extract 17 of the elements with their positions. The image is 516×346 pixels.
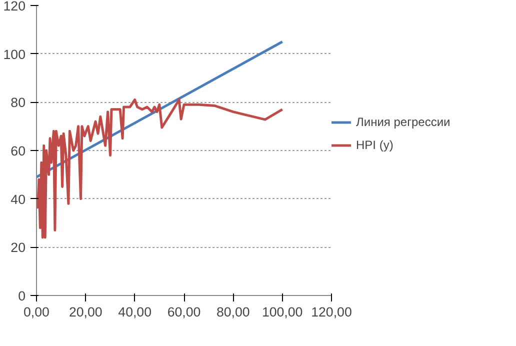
y-tick-label: 80 (10, 95, 26, 110)
y-tick-label: 60 (10, 144, 26, 158)
legend-label: HPI (y) (356, 138, 394, 152)
x-tick-label: 20,00 (68, 304, 102, 320)
x-tick-label: 40,00 (118, 304, 152, 320)
y-tick-label: 0 (18, 288, 26, 304)
x-tick-label: 60,00 (167, 304, 201, 320)
x-tick-label: 80,00 (216, 304, 250, 320)
x-tick-label: 0,00 (24, 304, 50, 320)
y-tick-label: 40 (10, 192, 26, 207)
x-tick-label: 100,00 (262, 304, 303, 320)
y-tick-label: 120 (3, 0, 26, 14)
x-tick-label: 120,00 (311, 304, 352, 320)
line-series (36, 98, 284, 239)
y-tick-label: 100 (3, 46, 26, 62)
y-tick-label: 20 (10, 240, 26, 256)
legend-label: Линия регрессии (356, 115, 450, 129)
